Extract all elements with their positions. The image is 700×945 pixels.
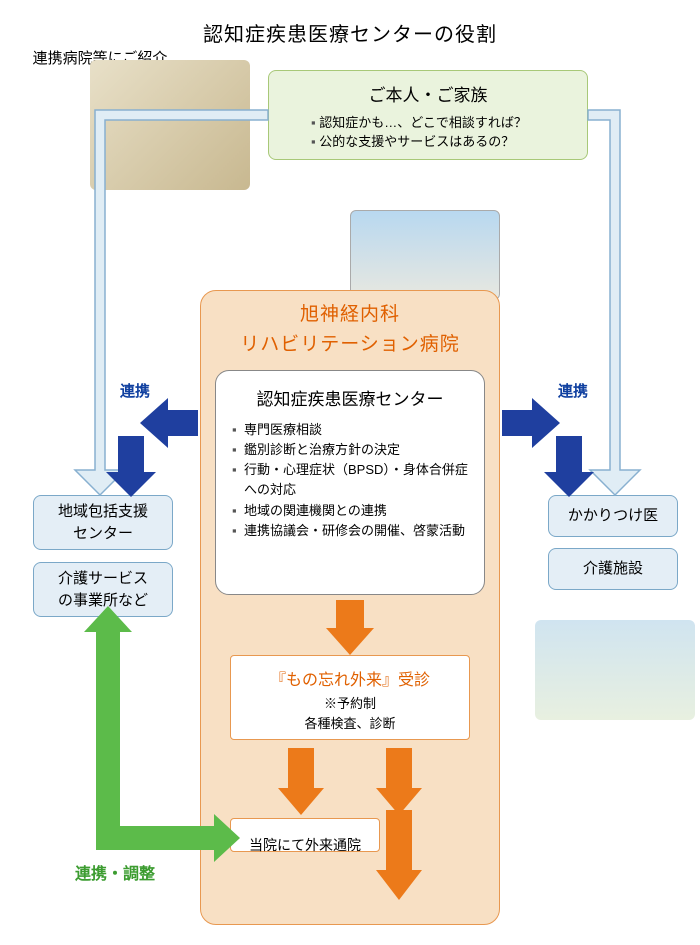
- outpatient-box: 当院にて外来通院: [230, 818, 380, 852]
- family-heading: ご本人・ご家族: [283, 81, 573, 106]
- center-services-list: 専門医療相談 鑑別診断と治療方針の決定 行動・心理症状（BPSD）・身体合併症へ…: [232, 420, 468, 541]
- care-facility-box: 介護施設: [548, 548, 678, 590]
- hospital-name-line1: 旭神経内科: [300, 304, 400, 325]
- clinic-title: 『もの忘れ外来』受診: [245, 666, 455, 690]
- link-label-right: 連携: [558, 380, 588, 401]
- family-box: ご本人・ご家族 認知症かも…、どこで相談すれば？ 公的な支援やサービスはあるの？: [268, 70, 588, 160]
- center-heading: 認知症疾患医療センター: [232, 385, 468, 410]
- clinic-note1: ※予約制: [245, 694, 455, 714]
- care-service-provider-box: 介護サービスの事業所など: [33, 562, 173, 617]
- navy-arrow-right: [502, 398, 594, 497]
- family-illustration: [90, 60, 250, 190]
- page-title: 認知症疾患医療センターの役割: [0, 0, 700, 47]
- family-doctor-box: かかりつけ医: [548, 495, 678, 537]
- community-support-center-box: 地域包括支援センター: [33, 495, 173, 550]
- family-q2: 公的な支援やサービスはあるの？: [311, 131, 573, 150]
- family-q1: 認知症かも…、どこで相談すれば？: [311, 112, 573, 131]
- center-item: 地域の関連機関との連携: [232, 501, 468, 521]
- hospital-name-line2: リハビリテーション病院: [240, 334, 460, 355]
- lightblue-arrow-right: [588, 110, 640, 495]
- coord-label: 連携・調整: [75, 860, 155, 884]
- dementia-center-box: 認知症疾患医療センター 専門医療相談 鑑別診断と治療方針の決定 行動・心理症状（…: [215, 370, 485, 595]
- link-label-left: 連携: [120, 380, 150, 401]
- hospital-name: 旭神経内科 リハビリテーション病院: [210, 300, 490, 361]
- center-item: 連携協議会・研修会の開催、啓蒙活動: [232, 521, 468, 541]
- clinic-note2: 各種検査、診断: [245, 714, 455, 734]
- care-staff-photo: [535, 620, 695, 720]
- hospital-building-photo: [350, 210, 500, 300]
- center-item: 鑑別診断と治療方針の決定: [232, 440, 468, 460]
- center-item: 行動・心理症状（BPSD）・身体合併症への対応: [232, 460, 468, 500]
- center-item: 専門医療相談: [232, 420, 468, 440]
- memory-clinic-box: 『もの忘れ外来』受診 ※予約制 各種検査、診断: [230, 655, 470, 740]
